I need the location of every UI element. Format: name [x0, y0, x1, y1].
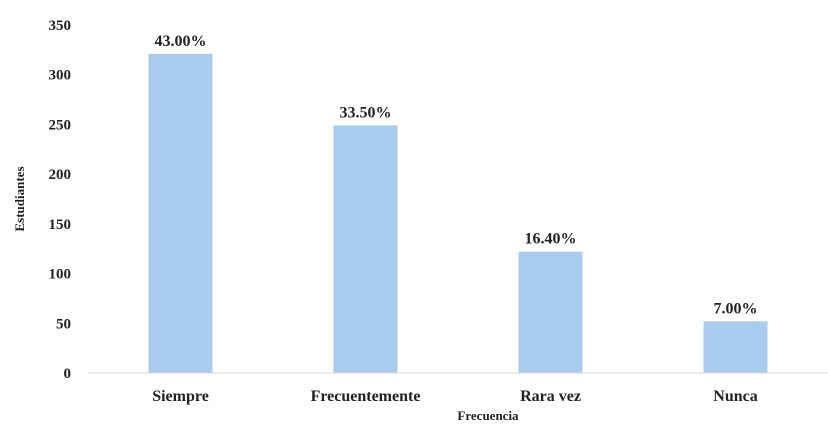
data-label: 7.00%	[714, 300, 758, 317]
bars	[148, 53, 768, 374]
y-tick-label: 50	[56, 316, 71, 332]
y-tick-label: 300	[49, 68, 72, 84]
y-axis-ticks: 0 50 100 150 200 250 300 350	[49, 18, 72, 382]
bar	[703, 321, 768, 373]
y-tick-label: 150	[49, 217, 72, 233]
x-category-label: Nunca	[713, 388, 757, 405]
bar	[518, 251, 583, 373]
data-label: 43.00%	[155, 33, 207, 50]
y-tick-label: 250	[49, 117, 72, 133]
y-tick-label: 100	[49, 267, 72, 283]
x-category-label: Siempre	[152, 388, 209, 405]
x-category-label: Rara vez	[520, 388, 581, 405]
y-tick-label: 0	[64, 366, 72, 382]
x-axis-title: Frecuencia	[457, 408, 519, 423]
bar	[333, 125, 398, 374]
y-tick-label: 200	[49, 167, 72, 183]
bar	[148, 53, 213, 373]
y-tick-label: 350	[49, 18, 72, 34]
x-category-label: Frecuentemente	[311, 388, 421, 405]
data-label: 16.40%	[525, 231, 577, 248]
x-axis-category-labels: Siempre Frecuentemente Rara vez Nunca	[152, 388, 758, 405]
data-labels: 43.00% 33.50% 16.40% 7.00%	[155, 33, 758, 317]
y-axis-title: Estudiantes	[12, 166, 27, 231]
data-label: 33.50%	[340, 104, 392, 121]
